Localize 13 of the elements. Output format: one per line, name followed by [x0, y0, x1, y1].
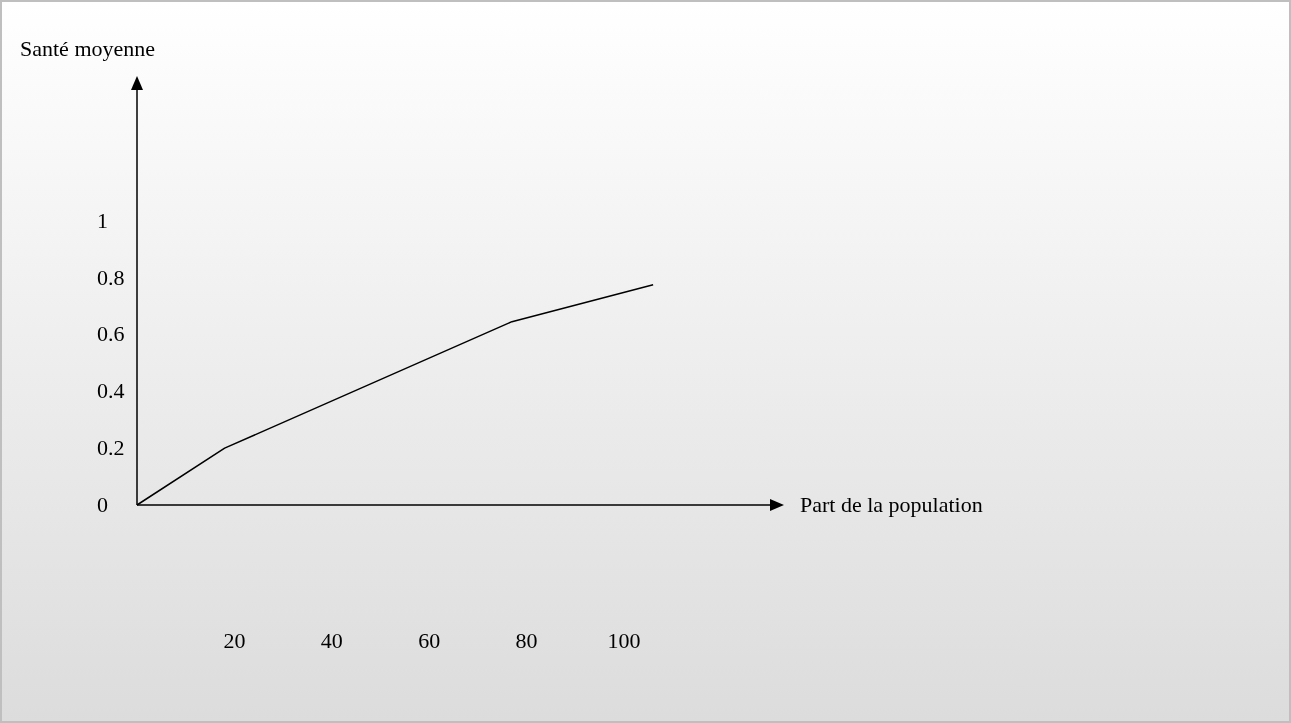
y-tick-label: 0.2	[97, 435, 125, 461]
x-tick-label: 60	[418, 628, 441, 653]
x-tick-label: 80	[515, 628, 538, 653]
x-tick-label: 40	[320, 628, 343, 653]
y-tick-label: 0.8	[97, 264, 125, 290]
x-tick-label: 20	[223, 628, 246, 653]
y-tick-label: 0.4	[97, 378, 125, 404]
y-tick-label: 1	[97, 207, 108, 233]
x-axis-title: Part de la population	[800, 492, 983, 517]
x-tick-label: 100	[607, 628, 641, 653]
y-tick-label: 0.6	[97, 321, 125, 347]
y-axis-title: Santé moyenne	[20, 36, 156, 61]
y-tick-label: 0	[97, 492, 108, 517]
